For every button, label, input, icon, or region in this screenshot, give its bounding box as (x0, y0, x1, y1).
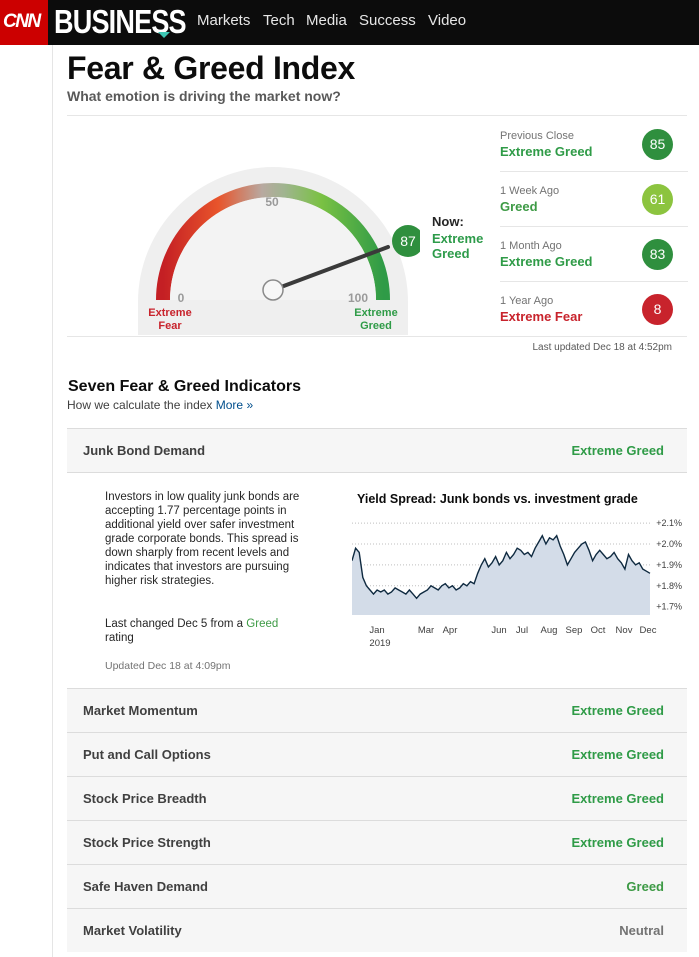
indicator-rating: Extreme Greed (571, 703, 665, 718)
nav-media[interactable]: Media (306, 12, 347, 29)
gauge-right-label: Extreme Greed (354, 307, 398, 332)
history-badge-1-month: 83 (642, 239, 673, 270)
history-divider (500, 171, 688, 172)
indicator-updated: Updated Dec 18 at 4:09pm (105, 660, 231, 672)
indicator-name: Junk Bond Demand (83, 443, 206, 458)
indicator-row-safe-haven-demand[interactable]: Safe Haven Demand Greed (67, 864, 687, 908)
history-badge-previous-close: 85 (642, 129, 673, 160)
now-label: Now: (432, 214, 464, 229)
left-divider (52, 45, 53, 957)
history-label-previous-close: Previous Close (500, 130, 574, 142)
history-badge-1-week: 61 (642, 184, 673, 215)
last-changed-rating: Greed (246, 618, 279, 630)
indicator-rating: Extreme Greed (571, 443, 665, 458)
chart-x-tick: Mar (418, 625, 434, 636)
chart-x-tick: Nov (616, 625, 633, 636)
gauge-tick-0: 0 (178, 291, 185, 305)
chart-x-tick: Jan (369, 625, 384, 636)
indicator-row-put-call-options[interactable]: Put and Call Options Extreme Greed (67, 732, 687, 776)
gauge-tick-100: 100 (348, 291, 368, 305)
cnn-logo[interactable]: CNN (0, 0, 48, 45)
chart-x-sub: 2019 (369, 638, 390, 649)
indicator-row-stock-price-strength[interactable]: Stock Price Strength Extreme Greed (67, 820, 687, 864)
history-rating-previous-close: Extreme Greed (500, 144, 593, 159)
history-rating-1-year: Extreme Fear (500, 309, 583, 324)
indicator-name: Market Volatility (83, 923, 182, 938)
history-rating-1-month: Extreme Greed (500, 254, 593, 269)
history-badge-1-year: 8 (642, 294, 673, 325)
chart-y-tick: +2.0% (656, 539, 682, 549)
gauge-tick-50: 50 (265, 195, 279, 209)
indicator-name: Put and Call Options (83, 747, 211, 762)
indicator-row-stock-price-breadth[interactable]: Stock Price Breadth Extreme Greed (67, 776, 687, 820)
chart-y-tick: +1.9% (656, 560, 682, 570)
chart-y-tick: +1.7% (656, 602, 682, 612)
indicator-rating: Neutral (619, 923, 664, 938)
gauge-value-badge (392, 225, 420, 257)
chart-x-tick: Jul (516, 625, 528, 636)
top-nav-bar: CNN BUSINESS Markets Tech Media Success … (0, 0, 699, 45)
chart-x-tick: Oct (591, 625, 606, 636)
indicator-rating: Extreme Greed (571, 835, 665, 850)
gauge-pivot (262, 279, 284, 301)
gauge-arc (156, 183, 390, 301)
indicator-name: Market Momentum (83, 703, 198, 718)
page-title: Fear & Greed Index (67, 50, 356, 86)
chart-y-tick: +1.8% (656, 581, 682, 591)
indicator-name: Stock Price Strength (83, 835, 211, 850)
history-label-1-year: 1 Year Ago (500, 295, 554, 307)
nav-markets[interactable]: Markets (197, 12, 251, 29)
chart-series-line (352, 534, 651, 600)
gauge-left-label: Extreme Fear (148, 307, 192, 332)
indicator-name: Safe Haven Demand (83, 879, 208, 894)
fear-greed-gauge: 87 50 0 100 (138, 167, 420, 335)
history-divider (500, 226, 688, 227)
chart-title: Yield Spread: Junk bonds vs. investment … (357, 492, 638, 506)
chart-x-tick: Sep (566, 625, 583, 636)
history-rating-1-week: Greed (500, 199, 538, 214)
business-logo-triangle-icon (158, 32, 170, 38)
history-label-1-week: 1 Week Ago (500, 185, 560, 197)
last-changed-suffix: rating (105, 632, 134, 644)
nav-success[interactable]: Success (359, 12, 416, 29)
gauge-value-text: 87 (400, 233, 416, 249)
indicators-subtitle-text: How we calculate the index (67, 398, 213, 412)
yield-spread-chart: +2.1% +2.0% +1.9% +1.8% +1.7% Jan Mar Apr Jun Jul… (352, 519, 682, 649)
gauge-divider (67, 336, 687, 337)
nav-video[interactable]: Video (428, 12, 467, 29)
more-link[interactable]: More » (215, 398, 254, 412)
indicators-title: Seven Fear & Greed Indicators (68, 378, 301, 395)
nav-tech[interactable]: Tech (263, 12, 295, 29)
indicator-rating: Extreme Greed (571, 791, 665, 806)
last-updated: Last updated Dec 18 at 4:52pm (532, 342, 672, 353)
indicator-rating: Greed (626, 879, 664, 894)
indicator-row-market-momentum[interactable]: Market Momentum Extreme Greed (67, 688, 687, 732)
indicator-detail-junk-bond: Investors in low quality junk bonds are … (67, 472, 687, 686)
history-divider (500, 281, 688, 282)
gauge-needle (271, 245, 390, 292)
page-subtitle: What emotion is driving the market now? (67, 88, 341, 104)
indicator-description: Investors in low quality junk bonds are … (105, 491, 300, 587)
business-logo[interactable]: BUSINESS (54, 3, 187, 40)
indicator-rating: Extreme Greed (571, 747, 665, 762)
indicators-subtitle: How we calculate the index More » (67, 398, 253, 412)
indicator-name: Stock Price Breadth (83, 791, 207, 806)
history-label-1-month: 1 Month Ago (500, 240, 562, 252)
indicator-row-junk-bond-demand[interactable]: Junk Bond Demand Extreme Greed (67, 428, 687, 472)
header-divider (67, 115, 687, 116)
last-changed-prefix: Last changed Dec 5 from a (105, 618, 244, 630)
chart-x-tick: Apr (443, 625, 458, 636)
indicator-row-market-volatility[interactable]: Market Volatility Neutral (67, 908, 687, 952)
chart-area (352, 535, 650, 615)
chart-x-tick: Jun (491, 625, 506, 636)
last-changed: Last changed Dec 5 from a Greed rating (105, 617, 305, 645)
chart-x-tick: Aug (541, 625, 558, 636)
chart-x-tick: Dec (640, 625, 657, 636)
now-rating: Extreme Greed (432, 231, 484, 261)
chart-y-tick: +2.1% (656, 519, 682, 528)
cnn-logo-text: CNN (3, 11, 41, 32)
